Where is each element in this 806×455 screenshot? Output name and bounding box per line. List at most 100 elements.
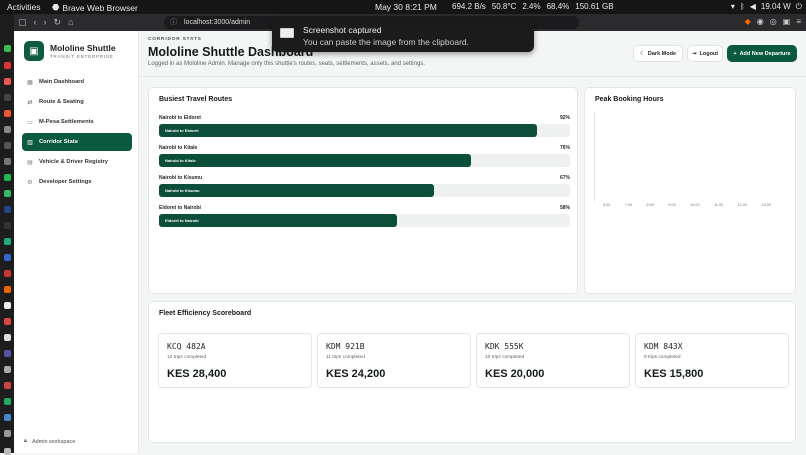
screenshot-notification[interactable]: Screenshot captured You can paste the im… [272,19,534,52]
system-tray[interactable]: ▾ ᛒ ◀ 19.04 W ⏻ [731,2,802,12]
route-icon: ⇄ [27,99,33,106]
gear-icon: ⚙ [27,179,33,186]
vehicle-score-card: KDM 921B 11 trips completed KES 24,200 [317,333,471,388]
menu-icon[interactable]: ≡ [796,17,801,26]
dock-app-icon[interactable] [4,222,11,229]
network-speed: 694.2 B/s [452,2,486,11]
wallet-icon[interactable]: ▣ [782,17,791,26]
dock-app-icon[interactable] [4,430,11,437]
page-info-icon[interactable]: ⓘ [170,19,177,26]
route-row-header: Nairobi to Eldoret 92% [159,115,570,121]
logout-button[interactable]: ⇥ Logout [687,45,723,62]
card-title: Busiest Travel Routes [159,96,233,103]
route-bar-label: Nairobi to Kisumu [165,188,200,193]
fleet-efficiency-card: Fleet Efficiency Scoreboard KCQ 482A 12 t… [148,301,796,443]
trips-completed: 10 trips completed [485,355,525,360]
plus-icon: + [733,50,737,57]
sidebar-footer: 🔒︎ Admin workspace [24,438,75,445]
dock-app-icon[interactable] [4,382,11,389]
sidebar-item-developer-settings[interactable]: ⚙ Developer Settings [22,173,132,191]
route-bar-track: Nairobi to Eldoret [159,124,570,137]
dock-app-icon[interactable] [4,110,11,117]
dock-app-icon[interactable] [4,398,11,405]
dock-app-icon[interactable] [4,254,11,261]
dock-app-icon[interactable] [4,414,11,421]
sidebar-item-label: Developer Settings [39,179,92,185]
card-title: Fleet Efficiency Scoreboard [159,310,252,317]
dock-app-icon[interactable] [4,270,11,277]
sidebar-item-route-seating[interactable]: ⇄ Route & Seating [22,93,132,111]
moon-icon: ☾ [639,50,645,57]
notification-message: You can paste the image from the clipboa… [303,37,470,47]
app-sidebar: ▣ Mololine Shuttle TRANSIT ENTERPRISE ▦ M… [14,31,139,453]
dock-app-icon[interactable] [4,286,11,293]
dock-app-icon[interactable] [4,334,11,341]
dock-app-icon[interactable] [4,190,11,197]
route-row: Eldoret to Nairobi 58% Eldoret to Nairobi [159,205,570,227]
dock-app-icon[interactable] [4,238,11,245]
dock-app-icon[interactable] [4,94,11,101]
dock-app-icon[interactable] [4,126,11,133]
dock-app-icon[interactable] [4,206,11,213]
hour-label: 11:00 [713,203,724,207]
sidebar-item-mpesa-settlements[interactable]: ▭ M-Pesa Settlements [22,113,132,131]
add-departure-button[interactable]: + Add New Departure [727,45,797,62]
extension-icon[interactable]: ◎ [769,17,777,26]
dock-app-icon[interactable] [4,45,11,52]
route-bar-label: Nairobi to Kitale [165,158,196,163]
cpu-usage: 2.4% [522,2,541,11]
dock-app-icon[interactable] [4,350,11,357]
activities-button[interactable]: Activities [7,2,41,12]
extension-icon[interactable]: ◉ [756,17,764,26]
route-bar-fill: Nairobi to Eldoret [159,124,538,137]
power-readout: 19.04 W [760,2,791,11]
forward-icon[interactable]: › [43,17,47,27]
address-bar-text: localhost:3000/admin [184,19,251,26]
dock-app-icon[interactable] [4,366,11,373]
route-bar-track: Eldoret to Nairobi [159,214,570,227]
show-apps-icon[interactable] [4,448,11,455]
app-dock [0,14,14,455]
dock-app-icon[interactable] [4,158,11,165]
bluetooth-icon[interactable]: ᛒ [739,2,745,11]
route-row: Nairobi to Kisumu 67% Nairobi to Kisumu [159,175,570,197]
route-bar-fill: Nairobi to Kitale [159,154,472,167]
sidebar-toggle-icon[interactable]: ▢ [18,17,27,27]
sidebar-item-main-dashboard[interactable]: ▦ Main Dashboard [22,73,132,91]
active-app-label: Brave Web Browser [62,2,138,13]
dock-app-icon[interactable] [4,174,11,181]
dock-app-icon[interactable] [4,302,11,309]
sidebar-item-vehicle-driver-registry[interactable]: ▤ Vehicle & Driver Registry [22,153,132,171]
dock-app-icon[interactable] [4,62,11,69]
power-menu-icon[interactable]: ⏻ [795,2,802,11]
wifi-icon[interactable]: ▾ [730,2,735,11]
dock-app-icon[interactable] [4,78,11,85]
clock[interactable]: May 30 8:21 PM [375,2,437,12]
grid-icon: ▦ [27,79,33,86]
sidebar-item-corridor-stats[interactable]: ▥ Corridor Stats [22,133,132,151]
route-percent: 92% [559,115,570,121]
dock-app-icon[interactable] [4,318,11,325]
reload-icon[interactable]: ↻ [53,17,62,27]
route-percent: 76% [559,145,570,151]
route-label: Nairobi to Eldoret [159,115,201,121]
route-label: Nairobi to Kisumu [159,175,203,181]
route-bar-fill: Eldoret to Nairobi [159,214,398,227]
header-divider [139,76,806,77]
volume-icon[interactable]: ◀ [749,2,756,11]
home-icon[interactable]: ⌂ [68,17,74,27]
brand[interactable]: ▣ Mololine Shuttle TRANSIT ENTERPRISE [24,41,116,61]
chart-axis [594,112,595,202]
dark-mode-button[interactable]: ☾ Dark Mode [633,45,683,62]
route-row: Nairobi to Kitale 76% Nairobi to Kitale [159,145,570,167]
vehicle-score-card: KCQ 482A 12 trips completed KES 28,400 [158,333,312,388]
bus-icon: ▤ [27,159,33,166]
dock-app-icon[interactable] [4,142,11,149]
bus-logo-icon: ▣ [24,41,44,61]
active-app-menu[interactable]: ⬣ Brave Web Browser [52,2,138,13]
sidebar-item-label: Vehicle & Driver Registry [39,159,108,165]
logout-icon: ⇥ [691,50,697,57]
brave-shields-icon[interactable]: ◆ [744,17,751,26]
back-icon[interactable]: ‹ [33,17,37,27]
route-label: Nairobi to Kitale [159,145,198,151]
